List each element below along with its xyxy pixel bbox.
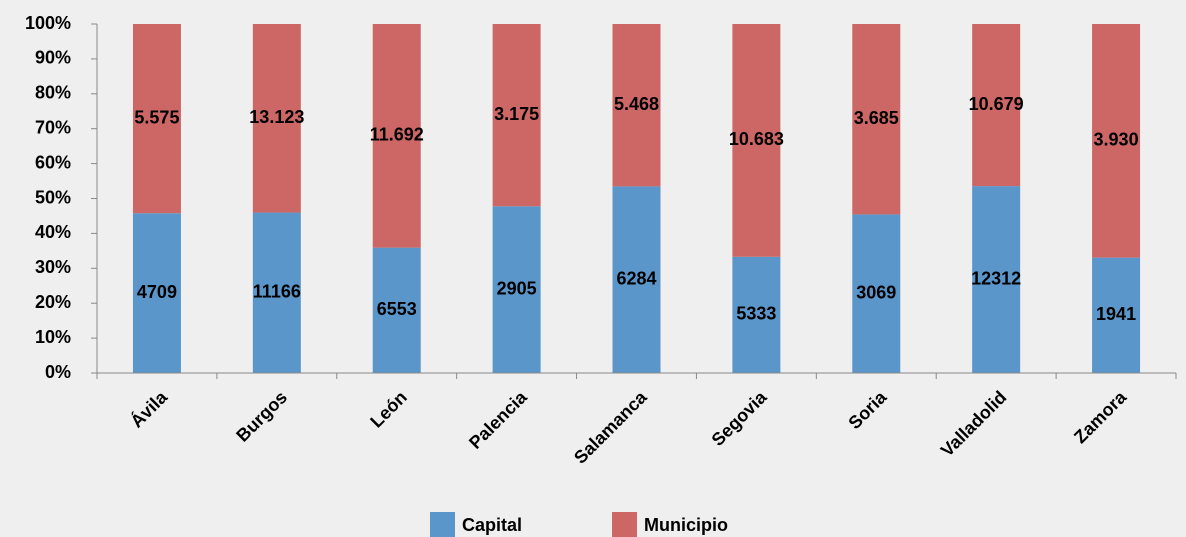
bar-segment bbox=[1092, 24, 1141, 258]
y-tick-label: 100% bbox=[25, 13, 71, 33]
bar-segment bbox=[852, 24, 901, 215]
x-tick-label: Ávila bbox=[126, 386, 172, 432]
legend-label: Municipio bbox=[644, 515, 728, 535]
x-tick-label: Soria bbox=[844, 386, 891, 433]
bar-segment bbox=[252, 212, 301, 373]
data-label: 5.575 bbox=[134, 107, 179, 127]
bar-segment bbox=[492, 206, 541, 373]
bar-segment bbox=[612, 186, 661, 373]
data-label: 11.692 bbox=[370, 125, 424, 145]
y-tick-label: 80% bbox=[35, 83, 71, 103]
data-label: 5.468 bbox=[614, 94, 659, 114]
legend-label: Capital bbox=[462, 515, 522, 535]
x-tick-label: Palencia bbox=[465, 386, 531, 452]
data-label: 6553 bbox=[377, 299, 417, 319]
y-tick-label: 60% bbox=[35, 152, 71, 172]
bar-segment bbox=[972, 186, 1021, 373]
data-label: 10.683 bbox=[729, 129, 784, 149]
x-tick-label: León bbox=[366, 387, 411, 432]
data-label: 3.685 bbox=[854, 108, 899, 128]
y-tick-label: 0% bbox=[45, 362, 71, 382]
bar-segment bbox=[732, 24, 781, 257]
data-label: 1941 bbox=[1096, 304, 1136, 324]
y-tick-label: 10% bbox=[35, 327, 71, 347]
data-label: 13.123 bbox=[249, 107, 304, 127]
legend-swatch bbox=[430, 512, 455, 537]
y-tick-label: 20% bbox=[35, 292, 71, 312]
y-tick-label: 30% bbox=[35, 257, 71, 277]
legend-swatch bbox=[612, 512, 637, 537]
bar-segment bbox=[132, 24, 181, 214]
x-tick-label: Zamora bbox=[1070, 386, 1131, 447]
bar-segment bbox=[612, 24, 661, 187]
bar-segment bbox=[1092, 257, 1141, 373]
bar-segment bbox=[732, 256, 781, 373]
y-tick-label: 70% bbox=[35, 117, 71, 137]
data-label: 4709 bbox=[137, 282, 177, 302]
bar-segment bbox=[852, 214, 901, 373]
y-tick-label: 50% bbox=[35, 187, 71, 207]
data-label: 3069 bbox=[856, 282, 896, 302]
x-tick-label: Burgos bbox=[232, 387, 291, 446]
data-label: 3.930 bbox=[1094, 130, 1139, 150]
y-tick-label: 90% bbox=[35, 48, 71, 68]
bar-segment bbox=[372, 24, 421, 248]
bar-segment bbox=[252, 24, 301, 213]
data-label: 5333 bbox=[736, 304, 776, 324]
data-label: 6284 bbox=[616, 268, 656, 288]
data-label: 11166 bbox=[253, 282, 301, 302]
x-tick-label: Valladolid bbox=[937, 387, 1011, 461]
data-label: 3.175 bbox=[494, 104, 539, 124]
bar-segment bbox=[972, 24, 1021, 187]
y-tick-label: 40% bbox=[35, 222, 71, 242]
data-label: 12312 bbox=[971, 268, 1021, 288]
bar-segment bbox=[492, 24, 541, 207]
x-tick-label: Salamanca bbox=[570, 386, 651, 467]
data-label: 2905 bbox=[497, 278, 537, 298]
x-tick-label: Segovia bbox=[708, 386, 772, 450]
data-label: 10.679 bbox=[969, 94, 1024, 114]
bar-segment bbox=[372, 247, 421, 373]
bar-segment bbox=[132, 213, 181, 373]
